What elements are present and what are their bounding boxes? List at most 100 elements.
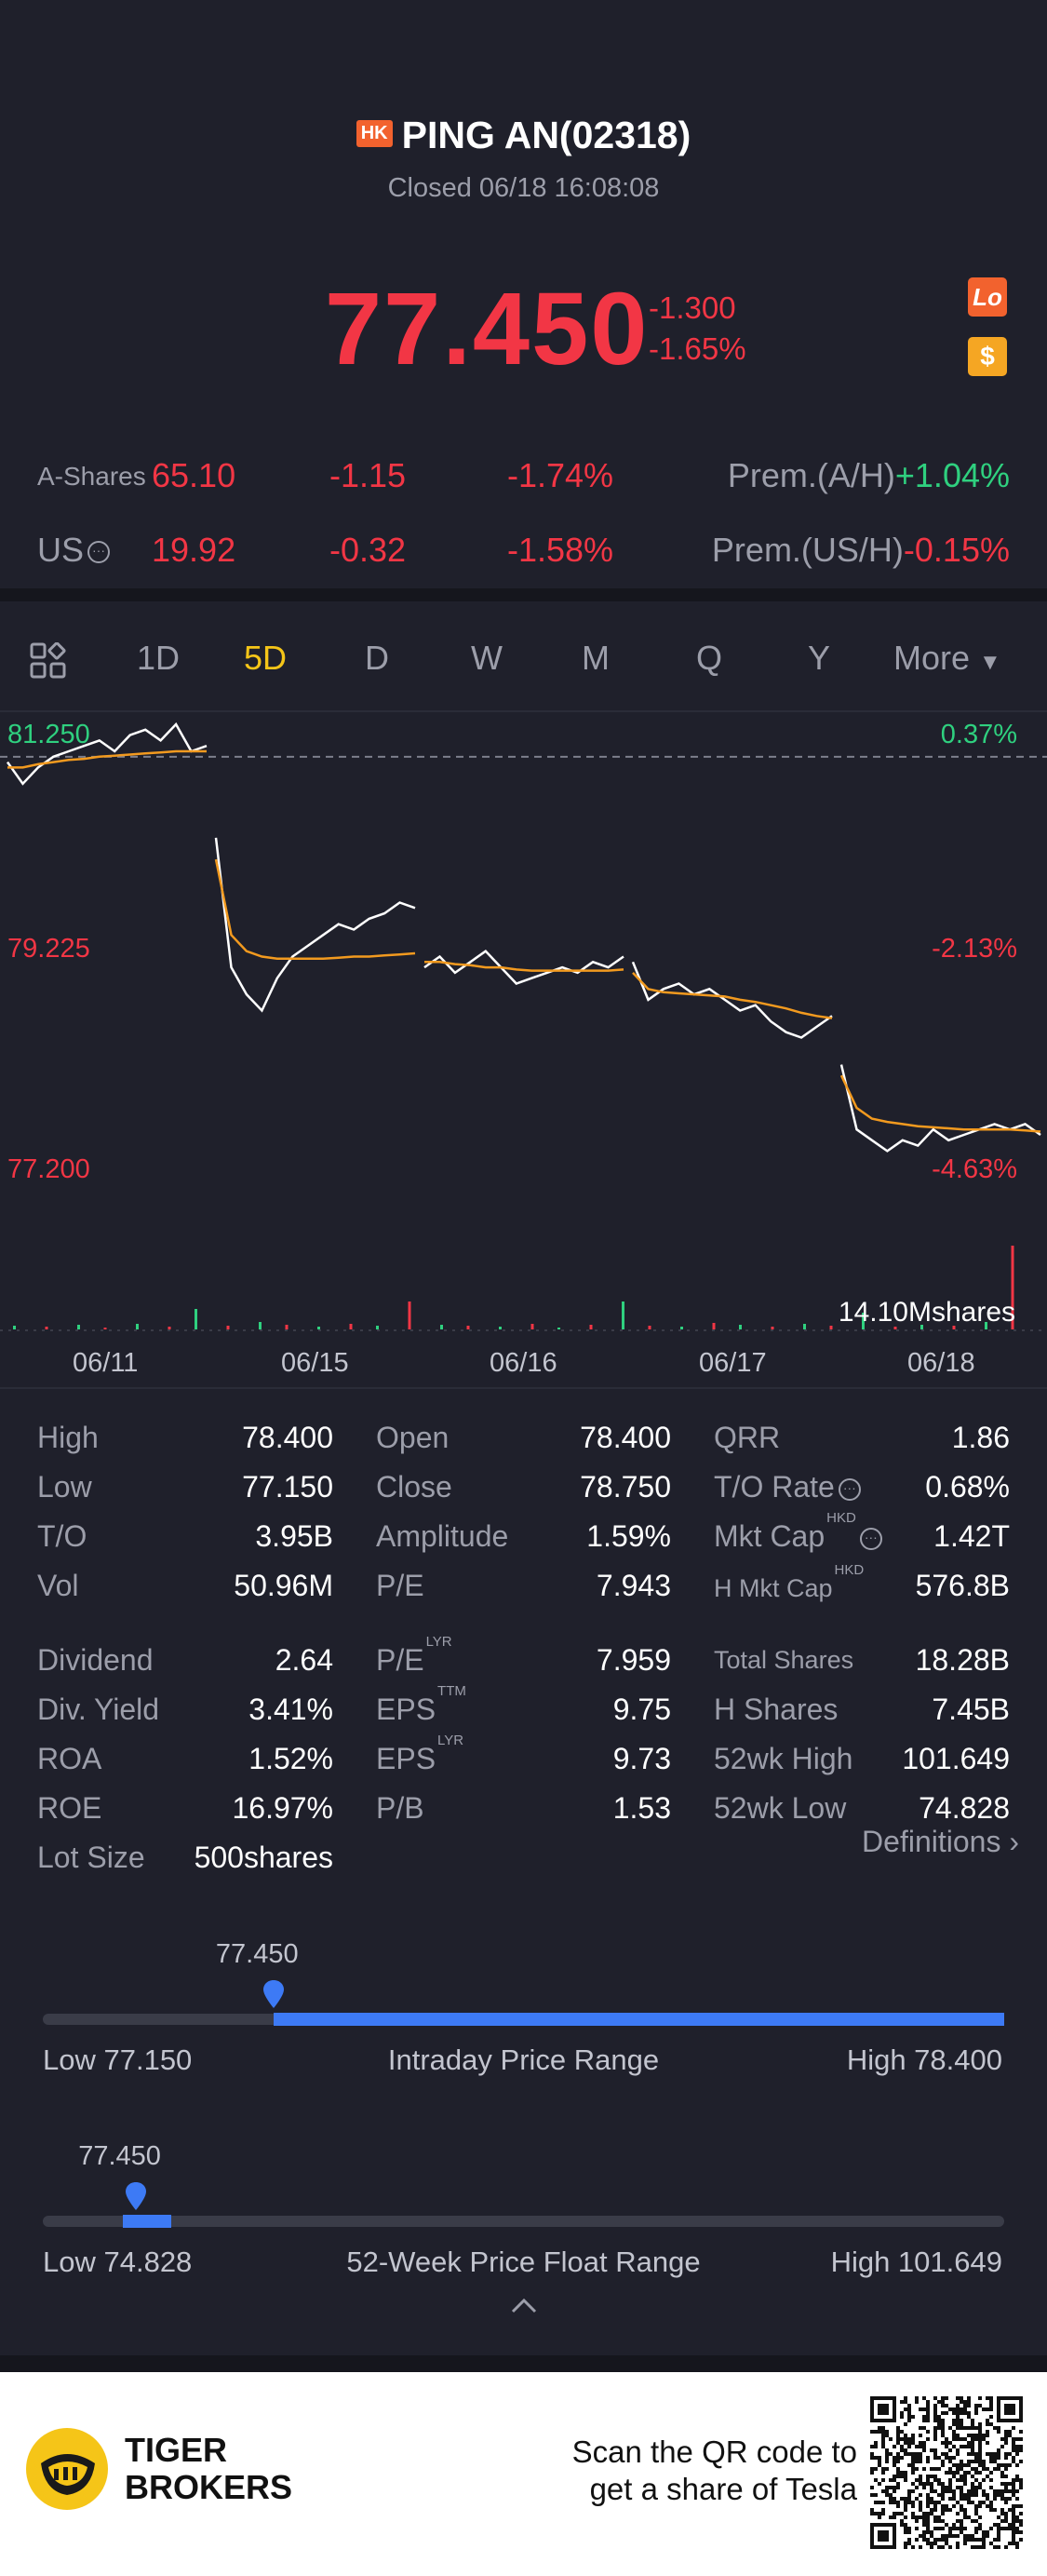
stat-value: 78.400 xyxy=(242,1421,333,1454)
definitions-link[interactable]: Definitions › xyxy=(862,1825,1019,1859)
qr-module xyxy=(948,2489,952,2493)
qr-module xyxy=(870,2467,874,2471)
qr-module xyxy=(878,2426,881,2430)
qr-module xyxy=(952,2471,956,2475)
qr-module xyxy=(900,2430,904,2434)
stat-label-text: Total Shares xyxy=(714,1646,854,1674)
qr-module xyxy=(945,2471,948,2475)
prem-ush: Prem.(US/H)-0.15% xyxy=(712,531,1010,570)
qr-module xyxy=(982,2463,986,2467)
stat-label-text: ROE xyxy=(37,1791,102,1825)
qr-module xyxy=(881,2508,885,2512)
qr-module xyxy=(956,2437,960,2441)
brand-line2: BROKERS xyxy=(125,2468,293,2506)
qr-module xyxy=(919,2426,922,2430)
qr-module xyxy=(922,2445,926,2448)
qr-module xyxy=(941,2434,945,2437)
stat-label-text: P/B xyxy=(376,1791,424,1825)
more-info-icon[interactable]: ··· xyxy=(859,1527,882,1550)
qr-module xyxy=(933,2430,937,2434)
qr-module xyxy=(919,2441,922,2445)
qr-module xyxy=(1012,2538,1015,2542)
qr-module xyxy=(893,2460,896,2463)
qr-finder xyxy=(878,2530,889,2542)
week52-current-price: 77.450 xyxy=(78,2141,161,2171)
stat-label-text: Mkt Cap xyxy=(714,1519,826,1553)
tab-more[interactable]: More ▼ xyxy=(893,639,1001,678)
qr-module xyxy=(960,2467,963,2471)
qr-module xyxy=(885,2430,889,2434)
stat-value: 7.45B xyxy=(932,1693,1010,1726)
qr-module xyxy=(881,2478,885,2482)
qr-code-icon[interactable] xyxy=(870,2396,1023,2549)
stat-label: P/B xyxy=(376,1791,424,1826)
qr-module xyxy=(978,2538,982,2542)
qr-module xyxy=(1004,2545,1008,2549)
tab-d[interactable]: D xyxy=(365,639,389,677)
qr-module xyxy=(982,2530,986,2534)
definitions-label: Definitions xyxy=(862,1825,1001,1858)
qr-module xyxy=(889,2437,893,2441)
last-price: 77.450 xyxy=(325,272,650,386)
qr-module xyxy=(933,2411,937,2415)
us-label[interactable]: US ··· xyxy=(37,531,111,570)
promo-footer[interactable]: TIGER BROKERS Scan the QR code to get a sh… xyxy=(0,2372,1047,2576)
qr-module xyxy=(926,2515,930,2519)
stat-value: 74.828 xyxy=(919,1791,1010,1825)
qr-module xyxy=(1015,2530,1019,2534)
qr-module xyxy=(896,2467,900,2471)
qr-module xyxy=(967,2426,971,2430)
qr-module xyxy=(945,2437,948,2441)
volume-bar xyxy=(103,1328,107,1329)
tab-divider xyxy=(0,710,1047,712)
qr-module xyxy=(1000,2519,1004,2523)
lo-icon[interactable]: Lo xyxy=(968,277,1007,317)
qr-module xyxy=(907,2411,911,2415)
qr-module xyxy=(963,2512,967,2515)
grid-icon[interactable] xyxy=(30,641,67,684)
tab-y[interactable]: Y xyxy=(808,639,831,677)
more-info-icon[interactable]: ··· xyxy=(87,541,111,564)
qr-module xyxy=(926,2512,930,2515)
scan-line2: get a share of Tesla xyxy=(589,2472,857,2506)
tab-q[interactable]: Q xyxy=(696,639,723,677)
qr-module xyxy=(915,2467,919,2471)
qr-module xyxy=(900,2519,904,2523)
qr-module xyxy=(926,2419,930,2422)
qr-module xyxy=(948,2545,952,2549)
tab-1d[interactable]: 1D xyxy=(137,639,181,677)
qr-module xyxy=(960,2437,963,2441)
x-date-1: 06/11 xyxy=(73,1348,139,1378)
qr-module xyxy=(930,2489,933,2493)
a-shares-label: A-Shares xyxy=(37,462,146,491)
qr-module xyxy=(1000,2489,1004,2493)
qr-module xyxy=(885,2467,889,2471)
qr-module xyxy=(941,2482,945,2486)
y-label-bottom: 77.200 xyxy=(7,1154,90,1184)
tab-m[interactable]: M xyxy=(582,639,610,677)
qr-module xyxy=(930,2545,933,2549)
qr-module xyxy=(971,2534,974,2538)
more-info-icon[interactable]: ··· xyxy=(838,1477,861,1501)
pct-label-top: 0.37% xyxy=(940,720,1017,749)
qr-module xyxy=(971,2441,974,2445)
qr-module xyxy=(978,2463,982,2467)
tab-w[interactable]: W xyxy=(471,639,503,677)
qr-module xyxy=(911,2515,915,2519)
qr-module xyxy=(960,2460,963,2463)
qr-module xyxy=(922,2515,926,2519)
qr-module xyxy=(948,2448,952,2452)
qr-module xyxy=(881,2467,885,2471)
qr-module xyxy=(948,2441,952,2445)
qr-module xyxy=(945,2452,948,2456)
dollar-icon[interactable]: $ xyxy=(968,337,1007,376)
qr-module xyxy=(993,2452,997,2456)
qr-module xyxy=(893,2463,896,2467)
qr-module xyxy=(915,2400,919,2404)
chevron-up-icon[interactable] xyxy=(510,2296,538,2319)
us-price: 19.92 xyxy=(152,531,236,569)
qr-module xyxy=(874,2478,878,2482)
price-chart[interactable] xyxy=(0,717,1047,1341)
tab-5d[interactable]: 5D xyxy=(244,639,288,677)
qr-module xyxy=(941,2508,945,2512)
